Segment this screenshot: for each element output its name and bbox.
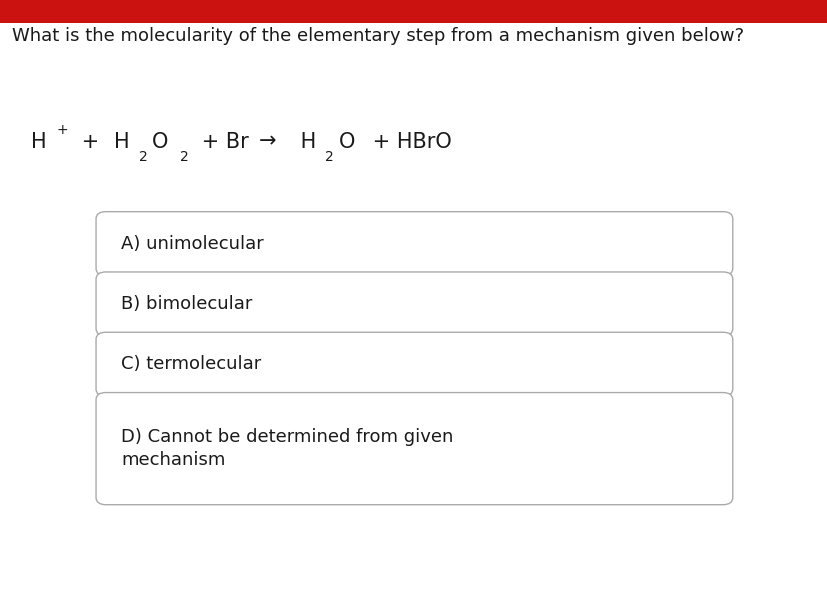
- Text: What is the molecularity of the elementary step from a mechanism given below?: What is the molecularity of the elementa…: [12, 27, 743, 45]
- Text: +: +: [74, 131, 105, 152]
- Text: O: O: [338, 131, 355, 152]
- Text: 2: 2: [139, 150, 148, 164]
- Text: D) Cannot be determined from given
mechanism: D) Cannot be determined from given mecha…: [121, 428, 452, 469]
- FancyBboxPatch shape: [96, 212, 732, 276]
- Text: B) bimolecular: B) bimolecular: [121, 295, 252, 313]
- Text: C) termolecular: C) termolecular: [121, 355, 261, 373]
- Text: +: +: [56, 124, 68, 137]
- Text: + HBrO: + HBrO: [366, 131, 452, 152]
- Text: H: H: [31, 131, 47, 152]
- FancyBboxPatch shape: [0, 0, 827, 23]
- Text: →: →: [259, 131, 276, 152]
- Text: H: H: [114, 131, 130, 152]
- Text: + Br: + Br: [194, 131, 255, 152]
- Text: O: O: [152, 131, 169, 152]
- Text: 2: 2: [325, 150, 334, 164]
- FancyBboxPatch shape: [96, 272, 732, 336]
- Text: A) unimolecular: A) unimolecular: [121, 235, 263, 253]
- FancyBboxPatch shape: [0, 23, 827, 603]
- Text: H: H: [294, 131, 316, 152]
- FancyBboxPatch shape: [96, 332, 732, 396]
- Text: 2: 2: [179, 150, 189, 164]
- FancyBboxPatch shape: [96, 393, 732, 505]
